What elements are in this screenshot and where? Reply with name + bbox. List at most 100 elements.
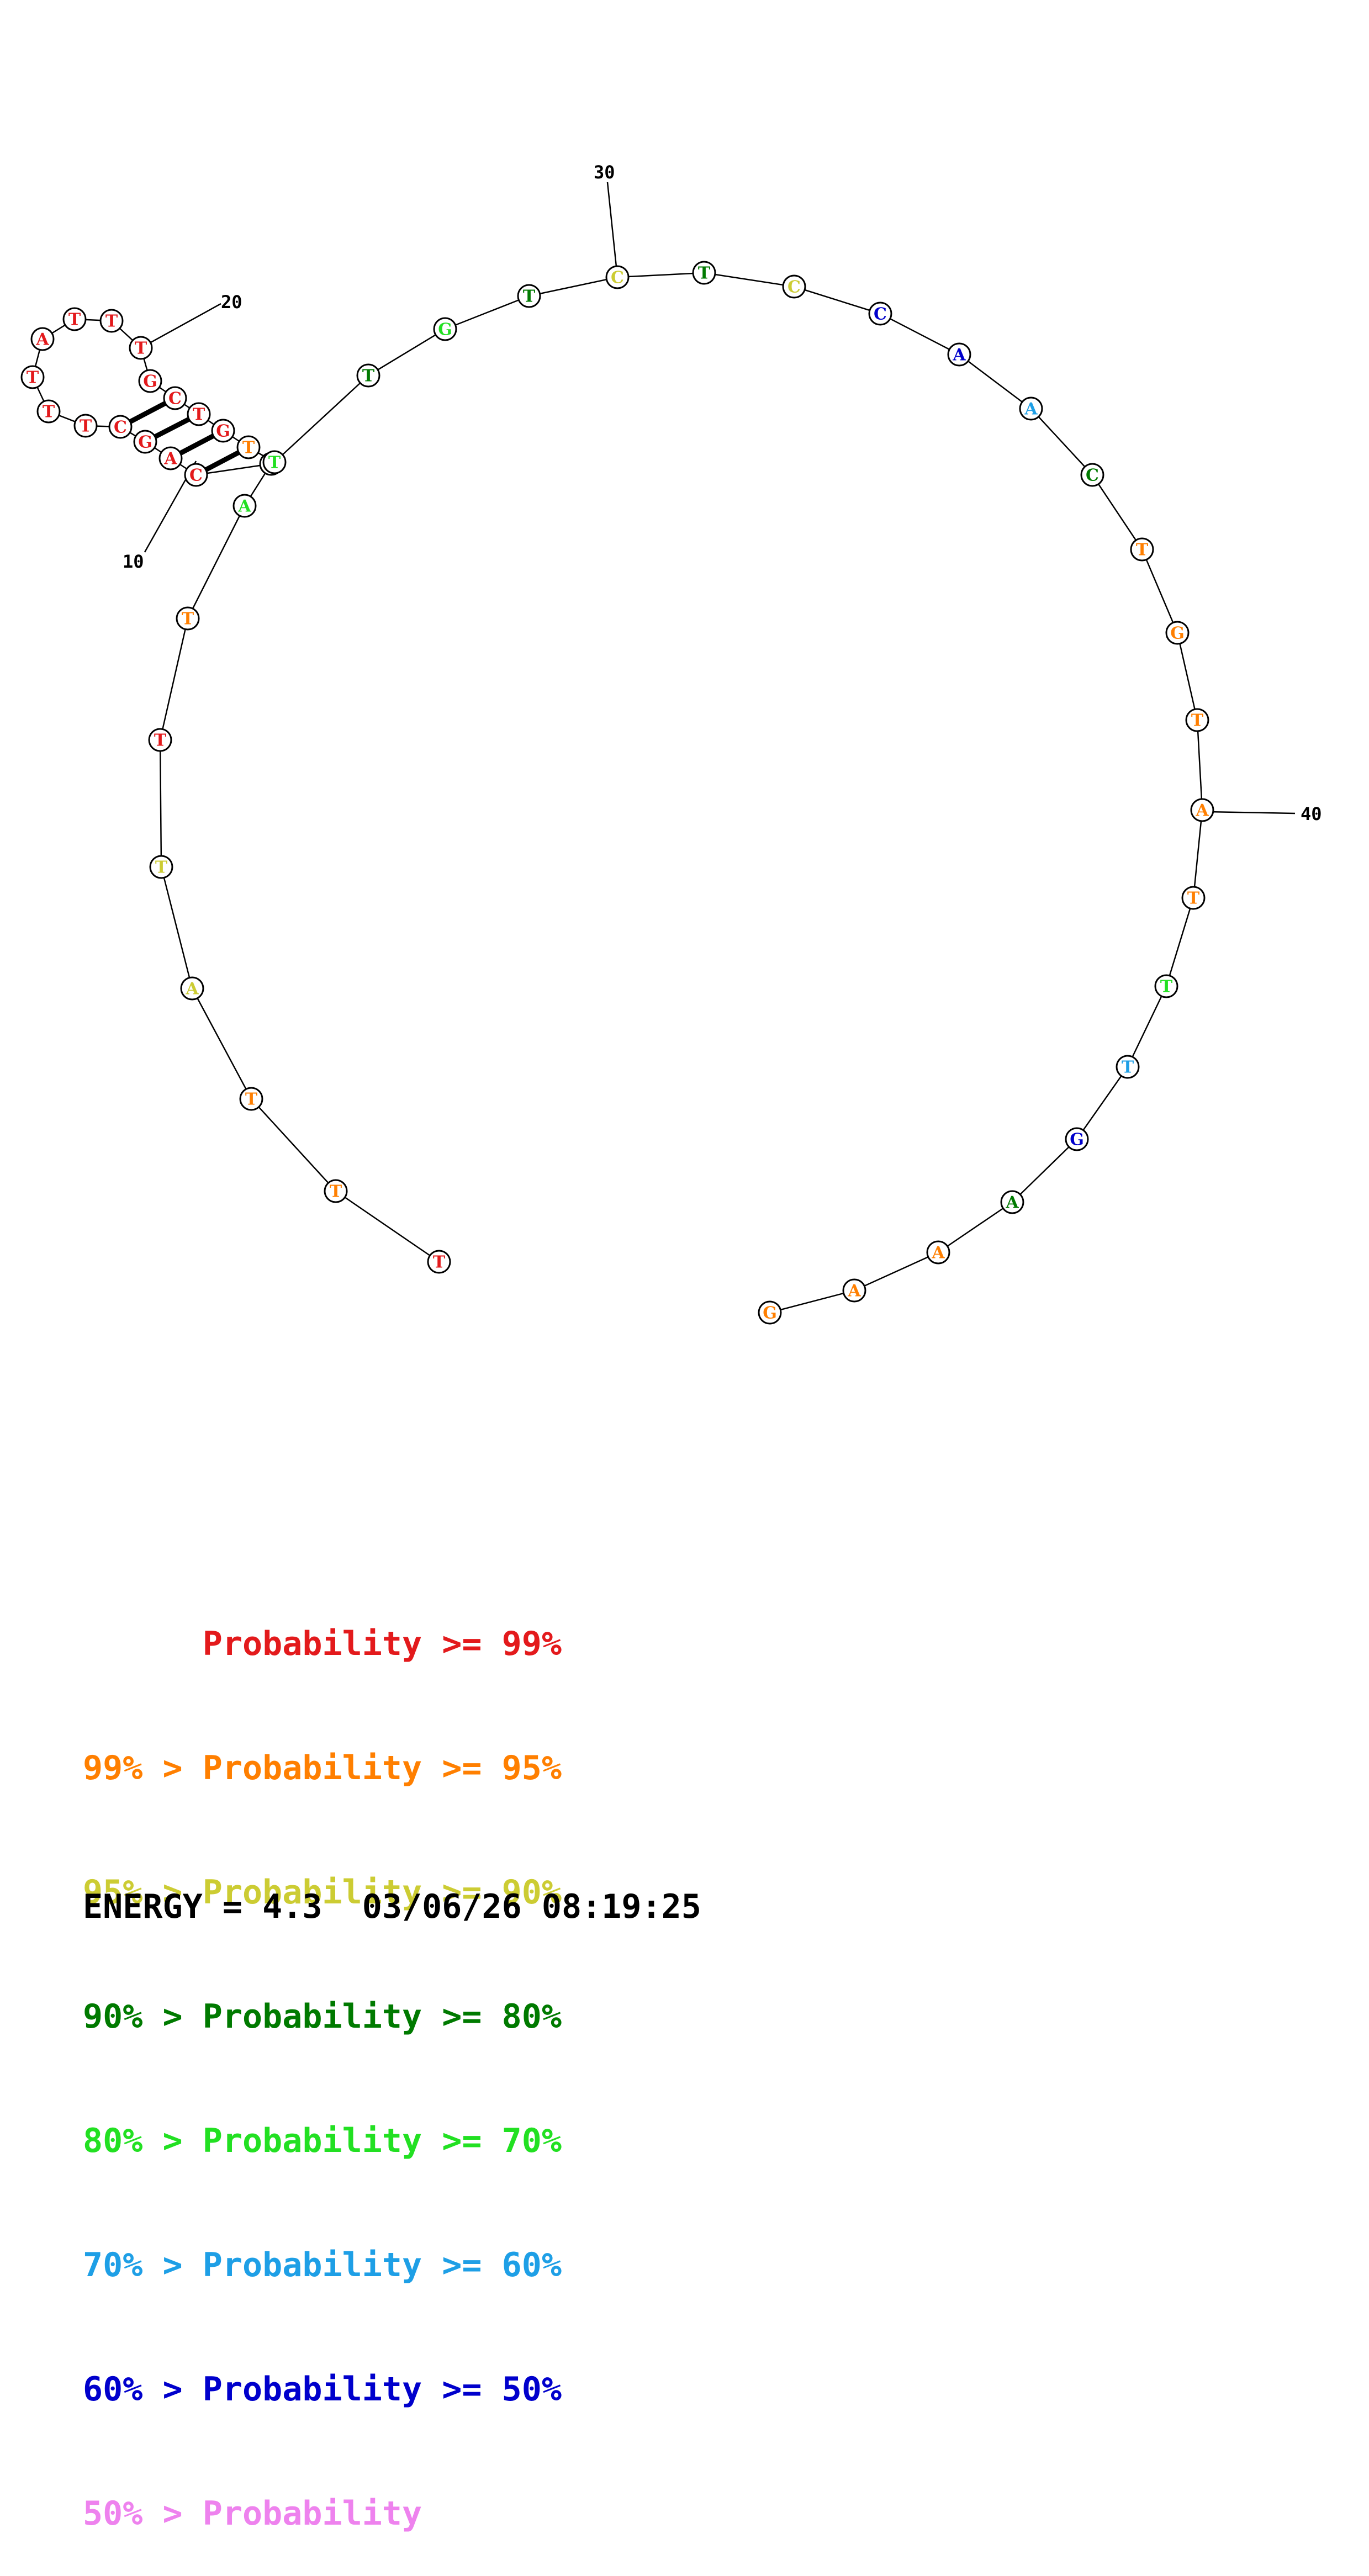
nucleotide-letter: A [931,1244,945,1263]
nucleotide-letter: A [237,497,251,516]
backbone-segment [1176,632,1198,721]
backbone-segment [938,1201,1013,1253]
tick-label-30: 30 [594,162,615,183]
energy-footer: ENERGY = 4.3 03/06/26 08:19:25 [83,1887,701,1926]
backbone-segment [274,375,369,463]
nucleotide-letter: A [847,1282,861,1301]
backbone-segment [704,272,795,288]
nucleotide-circle [20,365,45,389]
nucleotide-48: G [758,1300,782,1325]
nucleotide-42: T [1154,974,1178,998]
nucleotide-10: C [184,463,208,487]
legend-row-p99: Probability >= 99% [83,1625,562,1663]
backbone-segment [1196,720,1203,811]
nucleotide-27: T [356,363,380,388]
nucleotide-31: T [692,261,716,285]
nucleotide-19: T [99,309,124,333]
nucleotide-letter: C [787,278,801,297]
nucleotide-letter: T [135,339,147,358]
nucleotide-letter: C [114,418,127,437]
legend-row-p95: 99% > Probability >= 95% [83,1749,562,1787]
nucleotide-letter: A [952,346,966,365]
nucleotide-35: A [1019,396,1043,421]
nucleotide-46: A [926,1240,950,1265]
nucleotide-letter: C [189,466,203,485]
nucleotide-circle [176,606,200,631]
backbone-segment [880,313,960,356]
backbone-segment [959,354,1032,409]
probability-legend: Probability >= 99% 99% > Probability >= … [83,1541,562,2576]
nucleotide-letter: T [193,405,205,425]
backbone-segment [1141,549,1178,633]
backbone-segment [445,295,530,330]
nucleotide-24: G [211,419,235,443]
nucleotide-letter: T [362,367,375,386]
nucleotide-circle [758,1300,782,1325]
nucleotide-39: T [1185,708,1209,732]
nucleotide-circle [324,1179,348,1203]
tick-label-40: 40 [1301,803,1322,824]
nucleotide-circle [180,976,204,1001]
backbone-segment [1091,474,1143,550]
nucleotide-circle [605,265,630,289]
position-ticks: 10 20 30 40 [123,162,1322,824]
legend-row-p50: 60% > Probability >= 50% [83,2370,562,2409]
nucleotide-letter: A [163,449,177,469]
nucleotide-circle [1019,396,1043,421]
legend-row-plow: 50% > Probability [83,2494,422,2533]
backbone-segment [251,1098,336,1192]
nucleotide-letter: T [105,312,118,331]
nucleotide-letter: G [438,320,452,340]
nucleotide-letter: T [330,1182,342,1202]
nucleotide-circle [1185,708,1209,732]
nucleotide-circle [1190,798,1214,822]
nucleotide-circle [148,728,172,752]
nucleotide-letter: G [763,1304,777,1323]
nucleotide-circle [211,419,235,443]
nucleotide-23: T [187,402,211,426]
nucleotide-circle [236,435,261,459]
backbone-segment [187,505,246,619]
nucleotide-33: C [868,301,892,326]
nucleotide-circle [133,430,157,454]
backbone-segment [1012,1139,1077,1203]
nucleotide-circle [73,414,98,438]
backbone-segment [1192,810,1203,898]
nucleotide-letter: A [185,980,199,999]
nucleotide-circle [99,309,124,333]
nucleotide-circle [356,363,380,388]
nucleotide-circle [232,494,257,518]
backbone-lines [31,272,1203,1314]
nucleotide-36: C [1080,463,1104,487]
nucleotide-28: G [433,317,457,341]
nucleotide-2: T [324,1179,348,1203]
legend-row-p70: 80% > Probability >= 70% [83,2122,562,2160]
nucleotide-3: T [239,1087,263,1111]
nucleotide-circle [158,446,183,470]
nucleotide-29: T [517,284,541,308]
nucleotide-letter: A [1005,1193,1019,1213]
nucleotide-circle [138,369,162,393]
nucleotide-letter: T [68,310,81,330]
nucleotide-44: G [1065,1127,1089,1151]
nucleotide-34: A [947,342,971,367]
nucleotide-letter: T [182,610,194,629]
nucleotide-circle [262,450,287,474]
nucleotide-letter: T [523,287,536,306]
nucleotide-circle [1000,1190,1024,1214]
nucleotide-circle [239,1087,263,1111]
nucleotide-45: A [1000,1190,1024,1214]
backbone-segment [1165,897,1194,987]
backbone-segment [1127,986,1167,1067]
nucleotide-letter: T [80,417,92,436]
nucleotide-letter: T [43,403,55,422]
backbone-segment [769,1289,855,1314]
nucleotide-circle [30,327,55,351]
nucleotide-43: T [1116,1055,1140,1079]
nucleotide-circle [108,415,133,439]
nucleotide-letter: T [1122,1058,1134,1077]
nucleotide-circle [427,1250,451,1274]
nucleotide-11: A [158,446,183,470]
nucleotide-circle [184,463,208,487]
tick-label-20: 20 [221,292,242,313]
